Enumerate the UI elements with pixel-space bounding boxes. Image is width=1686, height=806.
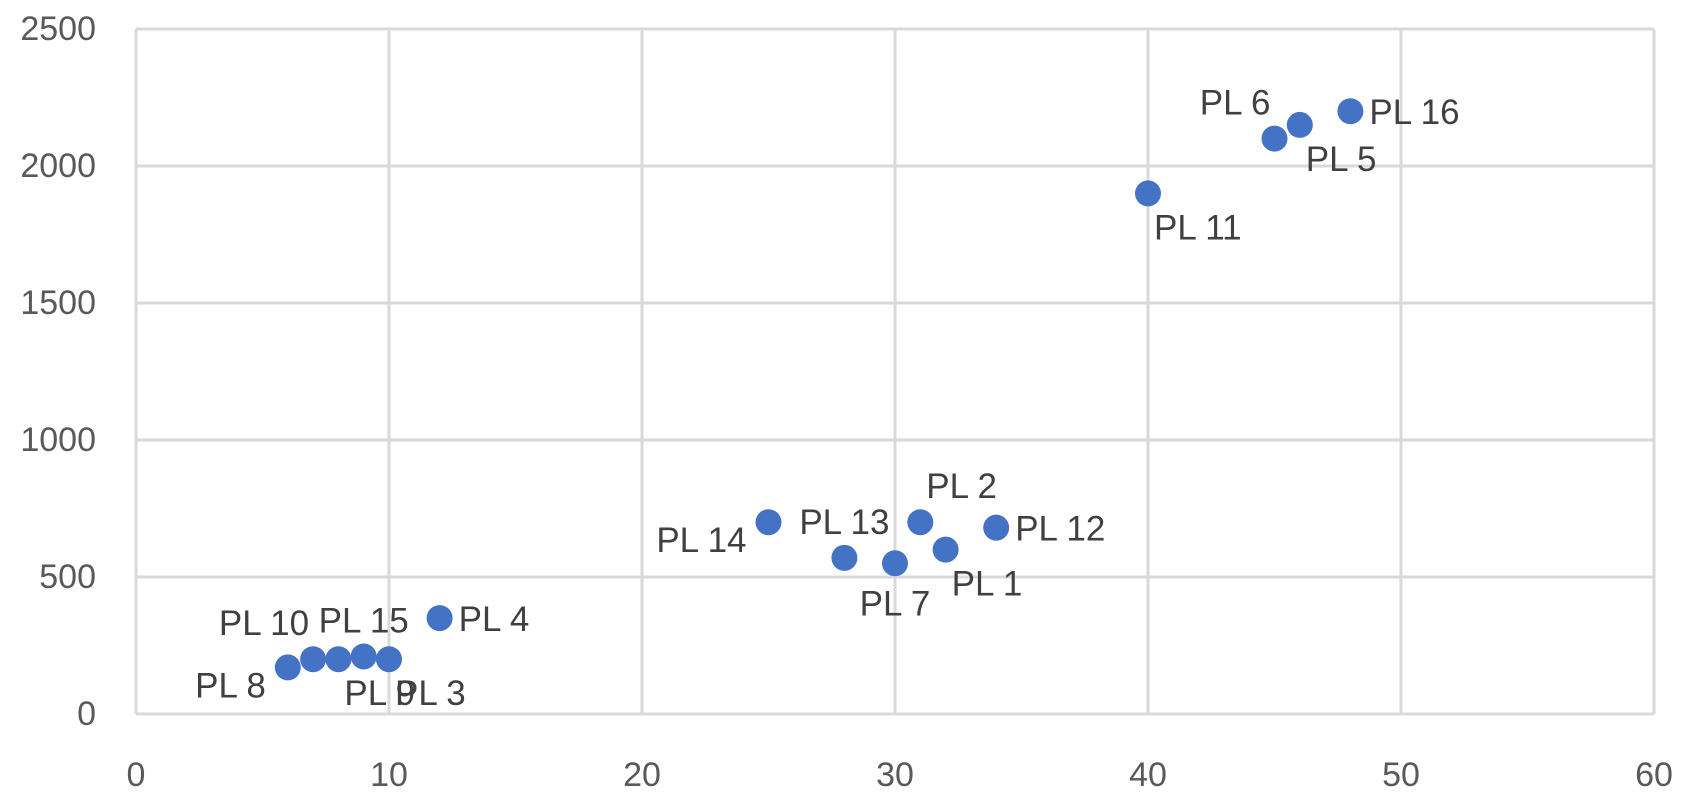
data-point-pl-14: [755, 509, 782, 536]
y-tick-label: 2500: [20, 10, 96, 48]
data-label-pl-7: PL 7: [860, 584, 931, 623]
data-point-pl-1: [932, 536, 959, 563]
data-label-pl-11: PL 11: [1154, 208, 1242, 247]
data-label-pl-12: PL 12: [1015, 510, 1105, 549]
data-label-pl-2: PL 2: [926, 467, 997, 506]
tick-label-layer: 0 10 20 30 40 50 60 0 500 1000 1500 2000 2500: [20, 10, 1673, 794]
x-tick-label: 20: [623, 756, 661, 794]
data-point-pl-5: [1286, 111, 1313, 138]
axis-layer: [134, 29, 1654, 716]
data-point-pl-12: [983, 514, 1010, 541]
data-label-layer: PL 1 PL 2 PL 3 PL 4 PL 5 PL 6 PL 7 PL 8 PL 9 PL 1…: [195, 84, 1459, 714]
data-label-pl-5: PL 5: [1306, 140, 1377, 179]
data-point-pl-4: [426, 605, 453, 632]
y-tick-label: 1500: [20, 284, 96, 322]
data-point-pl-11: [1135, 180, 1161, 207]
data-point-pl-9: [325, 646, 352, 673]
data-point-pl-16: [1337, 98, 1364, 125]
data-point-layer: [274, 98, 1364, 681]
data-label-pl-15: PL 15: [319, 601, 409, 640]
data-point-pl-2: [907, 509, 934, 536]
data-point-pl-7: [882, 550, 908, 577]
x-tick-label: 30: [876, 756, 914, 794]
y-tick-label: 500: [39, 558, 96, 596]
x-tick-label: 0: [127, 756, 146, 794]
data-label-pl-10: PL 10: [219, 604, 309, 643]
y-tick-label: 0: [77, 695, 96, 733]
data-label-pl-16: PL 16: [1369, 93, 1459, 132]
data-label-pl-9: PL 9: [344, 674, 415, 713]
data-label-pl-1: PL 1: [952, 565, 1023, 604]
data-point-pl-13: [831, 544, 858, 571]
y-tick-label: 2000: [20, 147, 96, 185]
x-tick-label: 10: [370, 756, 408, 794]
data-label-pl-13: PL 13: [799, 503, 889, 542]
data-point-pl-3: [376, 646, 402, 673]
data-label-pl-8: PL 8: [195, 666, 266, 705]
grid-layer: [134, 27, 1656, 716]
data-point-pl-8: [274, 654, 301, 681]
y-tick-label: 1000: [20, 421, 96, 459]
data-point-pl-10: [300, 646, 327, 673]
x-tick-label: 40: [1129, 756, 1167, 794]
x-tick-label: 50: [1382, 756, 1420, 794]
data-point-pl-6: [1261, 125, 1288, 152]
data-label-pl-4: PL 4: [459, 600, 530, 639]
data-point-pl-15: [350, 643, 377, 670]
x-tick-label: 60: [1635, 756, 1673, 794]
data-label-pl-6: PL 6: [1200, 84, 1271, 123]
data-label-pl-3: PL 3: [395, 674, 466, 713]
data-label-pl-14: PL 14: [656, 521, 746, 560]
